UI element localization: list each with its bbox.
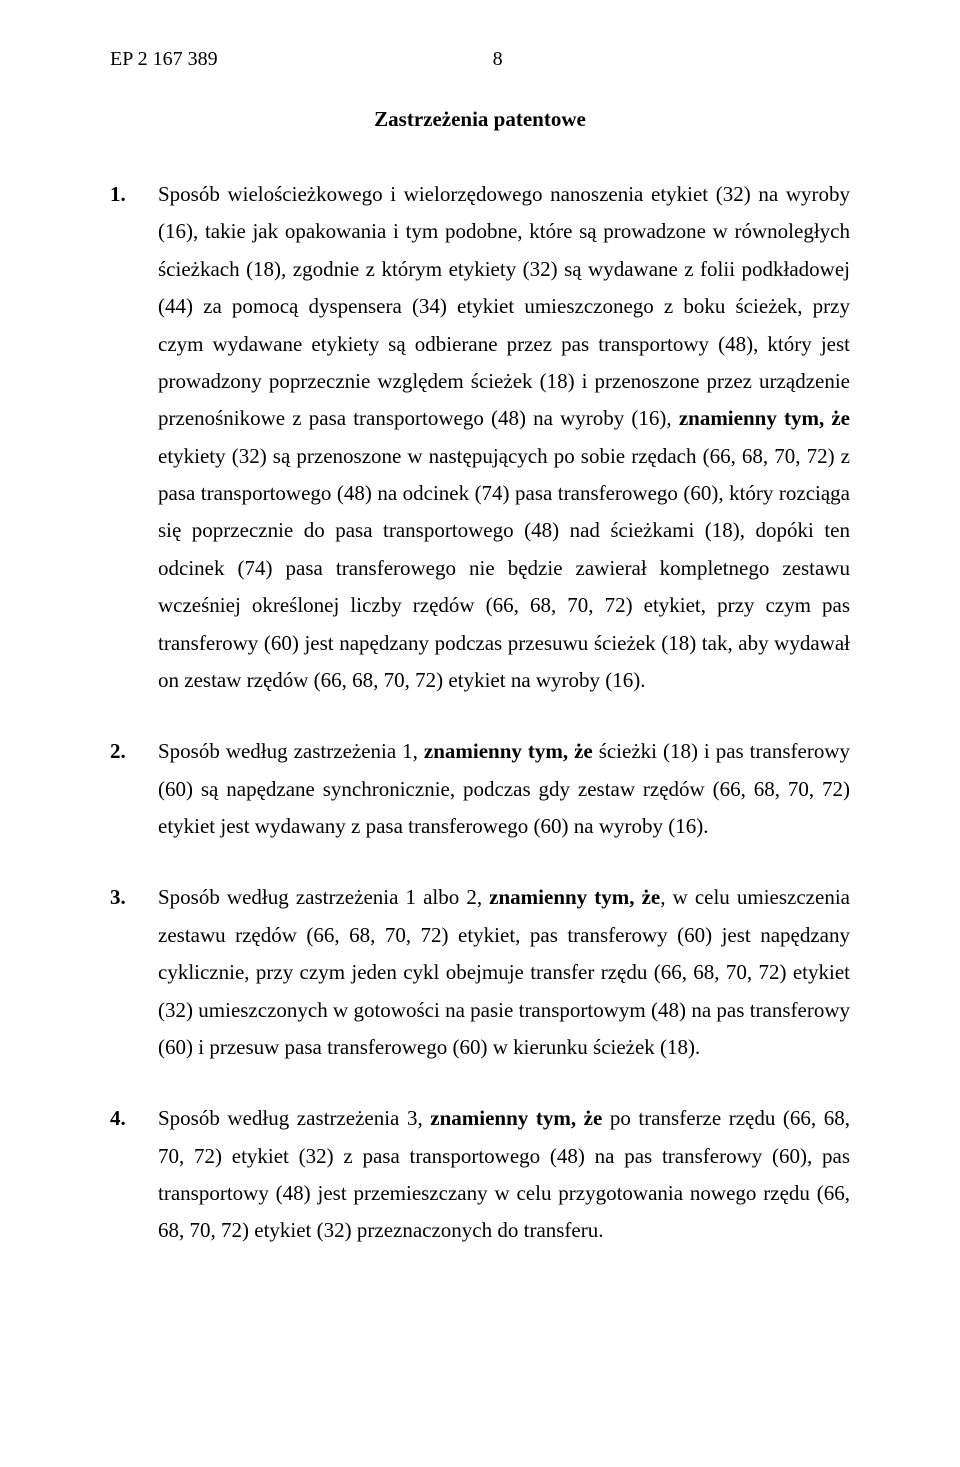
claim-text-bold: znamienny tym, że (430, 1106, 602, 1130)
section-title: Zastrzeżenia patentowe (110, 107, 850, 132)
claim-text-bold: znamienny tym, że (489, 885, 660, 909)
claim-number: 1. (110, 176, 126, 213)
claim-item: 1. Sposób wielościeżkowego i wielorzędow… (110, 176, 850, 699)
claim-item: 2. Sposób według zastrzeżenia 1, znamien… (110, 733, 850, 845)
claim-text: Sposób według zastrzeżenia 1, (158, 739, 424, 763)
claim-text: Sposób według zastrzeżenia 3, (158, 1106, 430, 1130)
page-root: EP 2 167 389 8 Zastrzeżenia patentowe 1.… (0, 0, 960, 1344)
doc-number: EP 2 167 389 (110, 48, 218, 71)
claim-text: Sposób według zastrzeżenia 1 albo 2, (158, 885, 489, 909)
claim-text-bold: znamienny tym, że (424, 739, 593, 763)
claim-item: 4. Sposób według zastrzeżenia 3, znamien… (110, 1100, 850, 1250)
claim-body: Sposób według zastrzeżenia 1 albo 2, zna… (158, 885, 850, 1059)
claim-text-bold: znamienny tym, że (679, 406, 850, 430)
claim-body: Sposób wielościeżkowego i wielorzędowego… (158, 182, 850, 692)
claim-text: Sposób wielościeżkowego i wielorzędowego… (158, 182, 850, 430)
claim-item: 3. Sposób według zastrzeżenia 1 albo 2, … (110, 879, 850, 1066)
claim-body: Sposób według zastrzeżenia 3, znamienny … (158, 1106, 850, 1242)
running-head: EP 2 167 389 8 (110, 48, 850, 71)
claim-text: , w celu umieszczenia zestawu rzędów (66… (158, 885, 850, 1059)
claim-body: Sposób według zastrzeżenia 1, znamienny … (158, 739, 850, 838)
claim-text: etykiety (32) są przenoszone w następują… (158, 444, 850, 692)
claim-number: 2. (110, 733, 126, 770)
claim-number: 3. (110, 879, 126, 916)
claims-list: 1. Sposób wielościeżkowego i wielorzędow… (110, 176, 850, 1250)
claim-number: 4. (110, 1100, 126, 1137)
page-number: 8 (493, 48, 503, 71)
